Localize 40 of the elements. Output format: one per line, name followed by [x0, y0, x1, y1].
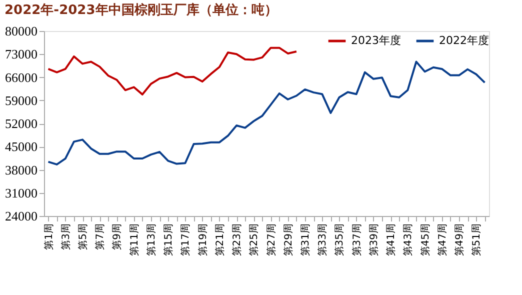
x-tick-label: 第11周 [128, 224, 140, 256]
x-tick-label: 第49周 [454, 224, 466, 256]
x-tick-label: 第1周 [42, 224, 55, 250]
y-tick-label: 45000 [5, 139, 38, 154]
legend-label: 2022年度 [439, 34, 489, 47]
x-tick-label: 第27周 [265, 224, 278, 256]
x-tick-label: 第13周 [145, 224, 158, 256]
y-tick-label: 31000 [5, 185, 38, 200]
y-tick-label: 24000 [5, 208, 38, 224]
x-tick-label: 第5周 [77, 224, 90, 250]
x-tick-label: 第19周 [196, 224, 209, 256]
y-tick-label: 73000 [5, 46, 38, 62]
y-tick-label: 66000 [5, 70, 38, 85]
x-tick-label: 第51周 [470, 224, 483, 256]
x-tick-label: 第17周 [180, 224, 192, 256]
y-tick-label: 80000 [5, 24, 38, 38]
chart-title: 2022年-2023年中国棕刚玉厂库（单位：吨） [4, 2, 278, 18]
x-tick-label: 第31周 [300, 224, 312, 256]
x-tick-label: 第21周 [214, 224, 226, 256]
x-tick-label: 第47周 [436, 224, 448, 256]
legend-label: 2023年度 [351, 34, 401, 47]
x-tick-label: 第3周 [60, 224, 72, 250]
y-tick-label: 38000 [5, 162, 38, 178]
x-tick-label: 第35周 [334, 224, 346, 256]
x-tick-label: 第41周 [385, 224, 398, 256]
x-tick-label: 第23周 [231, 224, 244, 256]
x-tick-label: 第7周 [94, 224, 106, 250]
y-tick-label: 59000 [5, 92, 38, 108]
y-tick-label: 52000 [5, 116, 38, 131]
line-series [47, 60, 486, 166]
x-tick-label: 第29周 [282, 224, 294, 256]
x-tick-label: 第39周 [368, 224, 380, 256]
x-tick-label: 第25周 [248, 224, 260, 256]
x-tick-label: 第15周 [162, 224, 175, 256]
x-tick-label: 第33周 [316, 224, 329, 256]
x-tick-label: 第37周 [350, 224, 363, 256]
line-series [47, 46, 298, 96]
x-tick-label: 第9周 [111, 224, 124, 250]
x-tick-label: 第43周 [402, 224, 414, 256]
x-tick-label: 第45周 [419, 224, 432, 256]
